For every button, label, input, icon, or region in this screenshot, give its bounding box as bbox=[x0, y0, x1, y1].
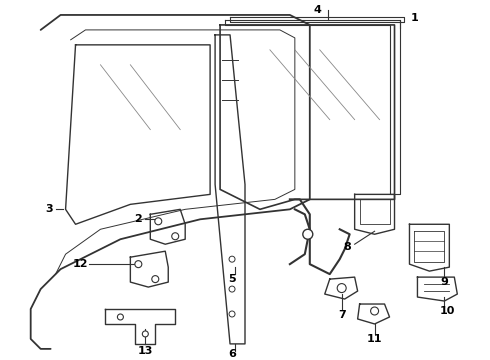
Text: 12: 12 bbox=[73, 259, 88, 269]
Circle shape bbox=[229, 311, 235, 317]
Text: 13: 13 bbox=[138, 346, 153, 356]
Text: 4: 4 bbox=[314, 5, 322, 15]
Circle shape bbox=[142, 331, 148, 337]
Circle shape bbox=[118, 314, 123, 320]
Text: 5: 5 bbox=[228, 274, 236, 284]
Circle shape bbox=[135, 261, 142, 267]
Circle shape bbox=[337, 284, 346, 293]
Text: 6: 6 bbox=[228, 349, 236, 359]
Text: 9: 9 bbox=[441, 277, 448, 287]
Text: 3: 3 bbox=[45, 204, 52, 214]
Circle shape bbox=[370, 307, 379, 315]
Text: 8: 8 bbox=[344, 242, 351, 252]
Circle shape bbox=[229, 286, 235, 292]
Circle shape bbox=[303, 229, 313, 239]
Text: 1: 1 bbox=[411, 13, 418, 23]
Circle shape bbox=[229, 256, 235, 262]
Text: 11: 11 bbox=[367, 334, 382, 344]
Circle shape bbox=[155, 218, 162, 225]
Text: 2: 2 bbox=[134, 214, 142, 224]
Circle shape bbox=[152, 276, 159, 283]
Circle shape bbox=[172, 233, 179, 240]
Text: 10: 10 bbox=[440, 306, 455, 316]
Text: 7: 7 bbox=[338, 310, 345, 320]
